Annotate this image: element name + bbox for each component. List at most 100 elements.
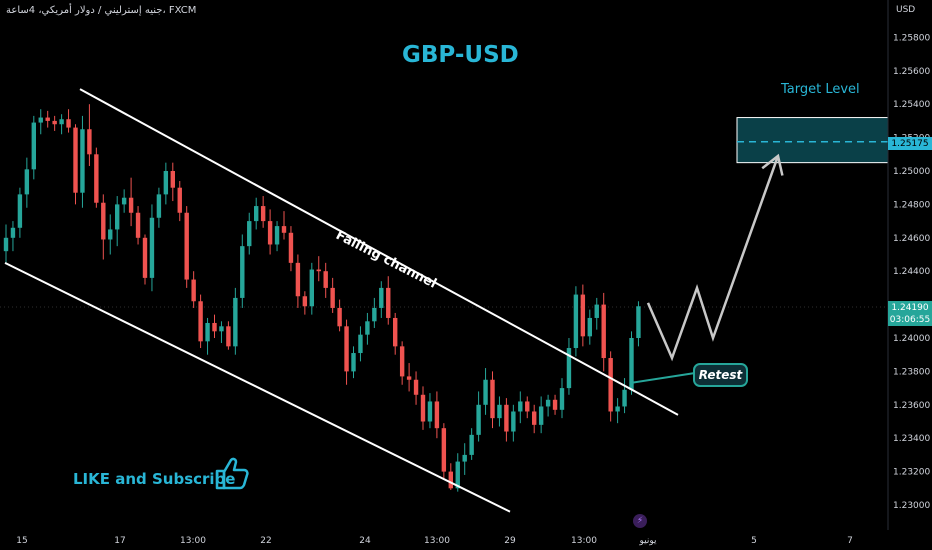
- candle-body: [448, 471, 453, 489]
- time-tick-label: 7: [847, 536, 853, 546]
- time-tick-label: 29: [504, 536, 516, 546]
- candle-body: [622, 389, 627, 407]
- candle-body: [254, 206, 259, 222]
- candle-body: [260, 206, 266, 222]
- candle-body: [497, 404, 502, 419]
- candle-body: [31, 122, 36, 170]
- candle-body: [233, 297, 238, 347]
- candle-body: [191, 279, 196, 302]
- retest-callout: Retest: [693, 363, 748, 387]
- candle-body: [302, 296, 308, 307]
- projection-path: [646, 153, 784, 362]
- candle-body: [177, 187, 182, 213]
- candle-body: [163, 171, 169, 195]
- channel-upper-line: [79, 88, 679, 416]
- candle-body: [115, 204, 120, 230]
- candle-body: [587, 317, 592, 337]
- candle-body: [462, 454, 467, 462]
- candle-body: [525, 401, 530, 412]
- currency-label: USD: [896, 5, 916, 15]
- candle-body: [434, 401, 440, 429]
- candle-body: [121, 197, 127, 205]
- candle-body: [469, 434, 474, 455]
- candle-body: [267, 221, 273, 245]
- time-tick-label: 13:00: [424, 536, 450, 546]
- candle-body: [538, 406, 544, 425]
- candle-body: [281, 226, 287, 233]
- candle-body: [247, 221, 252, 247]
- candle-body: [295, 262, 301, 297]
- candle-body: [3, 237, 9, 252]
- candle-body: [274, 226, 280, 245]
- time-tick-label: 13:00: [180, 536, 206, 546]
- candle-body: [629, 338, 634, 390]
- candle-body: [170, 171, 175, 188]
- candle-body: [358, 334, 363, 354]
- candle-body: [406, 376, 412, 380]
- candle-body: [184, 212, 189, 280]
- candle-body: [128, 197, 134, 213]
- price-tick-label: 1.23600: [893, 401, 930, 411]
- countdown-tag: 03:06:55: [888, 313, 932, 326]
- candle-body: [511, 411, 516, 432]
- candle-body: [552, 399, 558, 410]
- time-tick-label: 5: [751, 536, 757, 546]
- candle-body: [483, 379, 488, 405]
- candle-body: [10, 227, 16, 238]
- candle-body: [17, 194, 23, 228]
- time-tick-label: 22: [260, 536, 271, 546]
- candle-body: [573, 294, 579, 349]
- time-tick-label: 13:00: [571, 536, 597, 546]
- time-tick-label: 24: [359, 536, 371, 546]
- candle-body: [504, 404, 509, 432]
- price-tick-label: 1.24400: [893, 267, 930, 277]
- candle-body: [52, 120, 57, 125]
- candle-body: [636, 306, 641, 338]
- price-tick-label: 1.23200: [893, 468, 930, 478]
- candle-body: [66, 119, 71, 128]
- candle-body: [393, 317, 398, 347]
- candle-body: [38, 117, 43, 123]
- candle-body: [135, 212, 141, 238]
- time-tick-label: يونيو: [638, 536, 657, 546]
- target-level-label: Target Level: [781, 82, 860, 97]
- target-zone-box: [736, 117, 889, 164]
- lightning-icon[interactable]: ⚡: [633, 514, 647, 528]
- candle-body: [545, 399, 551, 407]
- time-tick-label: 15: [16, 536, 27, 546]
- time-tick-label: 17: [114, 536, 125, 546]
- like-subscribe-text: LIKE and Subscribe: [73, 470, 236, 488]
- candle-body: [476, 404, 481, 435]
- candle-body: [427, 401, 433, 422]
- price-tick-label: 1.24600: [893, 234, 930, 244]
- candle-body: [351, 353, 356, 372]
- current-price-tag: 1.24190: [888, 301, 932, 314]
- candles: [3, 104, 641, 492]
- candle-body: [379, 287, 384, 308]
- candle-body: [518, 401, 523, 412]
- price-tick-label: 1.24000: [893, 334, 930, 344]
- candle-body: [337, 307, 342, 327]
- candle-body: [615, 406, 620, 412]
- price-tick-label: 1.23000: [893, 501, 930, 511]
- candle-body: [156, 194, 162, 218]
- price-tick-label: 1.23400: [893, 434, 930, 444]
- candle-body: [323, 271, 328, 288]
- retest-connector: [629, 372, 696, 384]
- candle-body: [198, 301, 203, 342]
- candle-body: [94, 154, 99, 203]
- candle-body: [205, 322, 210, 342]
- chart-title: GBP-USD: [402, 42, 519, 68]
- time-axis: 15 17 13:00 22 24 13:00 29 13:00 يونيو 5 7: [16, 536, 853, 546]
- candle-body: [580, 294, 586, 337]
- price-axis: 1.258001.256001.254001.252001.250001.248…: [893, 33, 930, 511]
- candle-body: [149, 217, 155, 278]
- candle-body: [441, 428, 447, 472]
- target-price-tag: 1.25175: [888, 137, 932, 150]
- candle-body: [101, 202, 106, 240]
- symbol-description: جنيه إسترليني / دولار أمريكي، 4ساعة، FXC…: [6, 5, 197, 16]
- candle-body: [309, 269, 314, 307]
- price-tick-label: 1.25600: [893, 67, 930, 77]
- candle-body: [108, 229, 113, 240]
